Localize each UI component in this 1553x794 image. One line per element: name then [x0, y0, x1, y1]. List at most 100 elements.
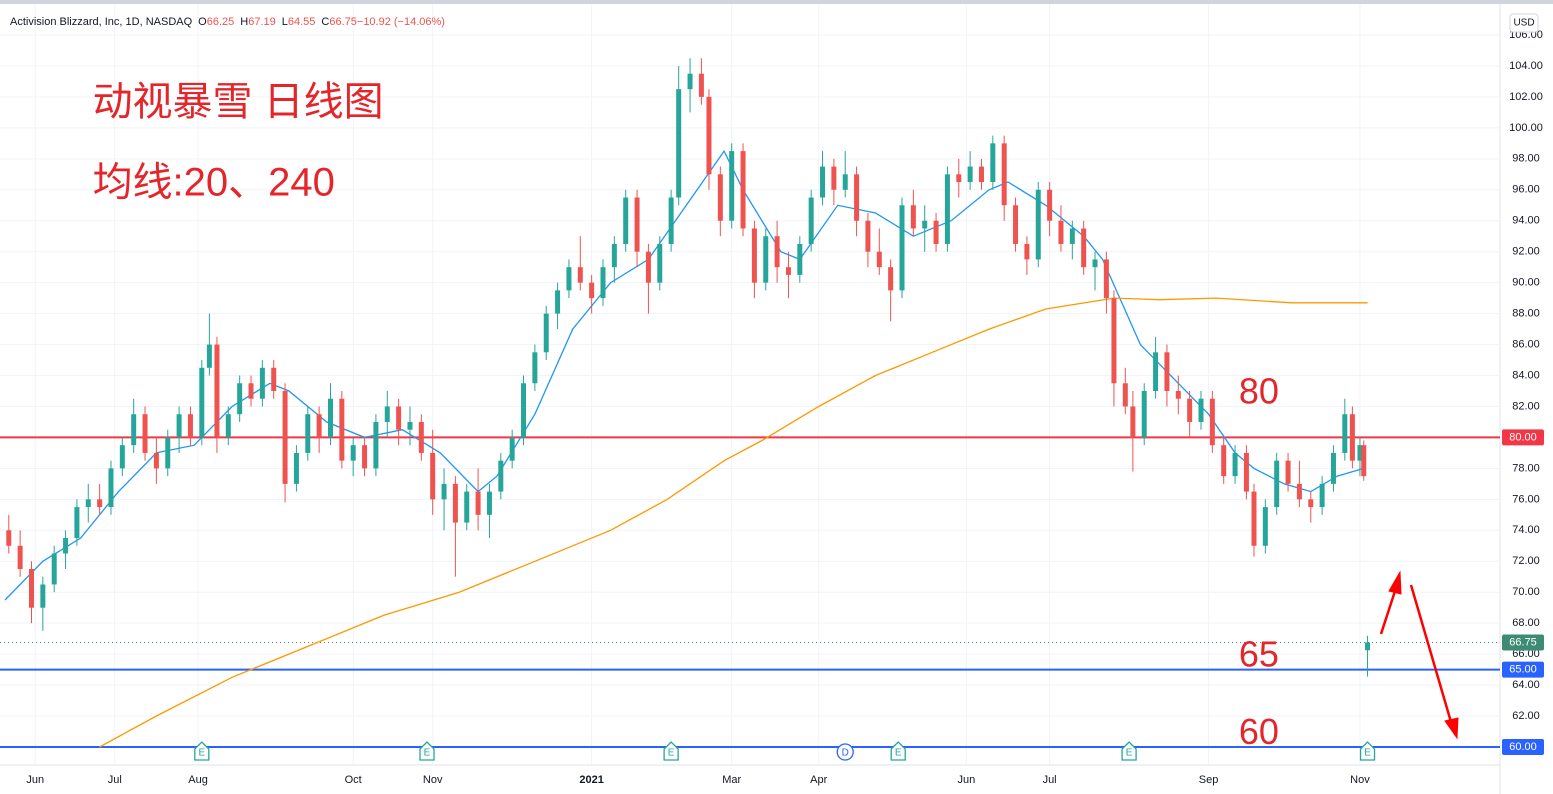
candle-body: [97, 499, 103, 508]
candle-body: [990, 143, 996, 183]
candle-body: [577, 267, 583, 283]
ohlc-value: 66.75: [329, 16, 357, 28]
ohlc-value: 64.55: [288, 16, 316, 28]
candle-body: [1274, 460, 1280, 508]
symbol: Activision Blizzard, Inc, 1D, NASDAQ: [10, 16, 193, 28]
annotation: 80: [1239, 371, 1279, 412]
event-label: E: [1364, 748, 1371, 759]
candle-body: [418, 421, 424, 453]
y-tick-label: 64.00: [1512, 679, 1540, 691]
x-tick-label: 2021: [579, 774, 603, 786]
candle-body: [1141, 391, 1147, 438]
arrow-head: [1388, 570, 1402, 595]
candle-body: [1342, 414, 1348, 453]
grid: [0, 4, 1500, 765]
candle-body: [876, 251, 882, 268]
candle-body: [131, 414, 137, 446]
annotation: 均线:20、240: [93, 161, 335, 205]
y-tick-label: 84.00: [1512, 369, 1540, 381]
candle-body: [820, 166, 826, 198]
candle-body: [176, 414, 182, 438]
event-label: E: [1126, 748, 1133, 759]
candle-body: [1361, 445, 1367, 477]
candle-body: [63, 538, 69, 554]
candle-body: [165, 437, 171, 469]
candle-body: [933, 220, 939, 244]
candle-body: [797, 243, 803, 275]
candle-body: [888, 267, 894, 291]
y-tick-label: 90.00: [1512, 277, 1540, 289]
event-label: E: [198, 748, 205, 759]
candle-body: [555, 290, 561, 314]
candle-body: [373, 421, 379, 469]
y-tick-label: 98.00: [1512, 153, 1540, 165]
x-tick-label: Jun: [26, 774, 44, 786]
y-tick-label: 102.00: [1509, 91, 1543, 103]
candle-body: [566, 267, 572, 291]
candle-body: [1130, 406, 1136, 438]
axes: 62.00 64.00 66.00 68.00 70.00 72.00 74.00 76.00…: [26, 29, 1544, 786]
candle-body: [611, 243, 617, 268]
annotation: 65: [1239, 634, 1279, 675]
candle-body: [774, 236, 780, 268]
candle-body: [199, 367, 205, 438]
candle-body: [1164, 352, 1170, 391]
candle-body: [396, 406, 402, 430]
candle-body: [1349, 414, 1355, 461]
candle-body: [441, 483, 447, 500]
candle-body: [657, 243, 663, 283]
candle-body: [153, 452, 159, 469]
candle-body: [1047, 189, 1053, 221]
candle-body: [668, 197, 674, 244]
candle-body: [6, 530, 12, 546]
candle-body: [956, 174, 962, 183]
candle-body: [521, 383, 527, 438]
y-tick-label: 72.00: [1512, 555, 1540, 567]
event-marker: [419, 741, 435, 761]
event-label: E: [424, 748, 431, 759]
x-tick-label: Jun: [957, 774, 975, 786]
candle-body: [384, 406, 390, 422]
x-tick-label: Mar: [722, 774, 741, 786]
candle-body: [85, 499, 91, 508]
x-tick-label: Aug: [188, 774, 208, 786]
candle-body: [1081, 228, 1087, 268]
candle-body: [1111, 298, 1117, 384]
candle-body: [1035, 189, 1041, 260]
event-label: D: [842, 748, 849, 759]
candle-body: [1209, 398, 1215, 446]
candle-body: [1357, 445, 1363, 461]
ohlc-value: 66.25: [207, 16, 235, 28]
arrows: [1379, 570, 1459, 740]
header: Activision Blizzard, Inc, 1D, NASDAQ O66.…: [10, 16, 445, 28]
ohlc-label: O: [198, 16, 207, 28]
event-marker: [890, 741, 906, 761]
y-tick-label: 94.00: [1512, 215, 1540, 227]
y-tick-label: 82.00: [1512, 400, 1540, 412]
price-label: 66.75: [1509, 636, 1537, 648]
candle-body: [1198, 398, 1204, 422]
candle-body: [1243, 452, 1249, 492]
x-tick-label: Sep: [1199, 774, 1219, 786]
candle-body: [1232, 452, 1238, 477]
candle-body: [293, 452, 299, 484]
candle-body: [225, 414, 231, 438]
ohlc-value: 67.19: [248, 16, 276, 28]
x-tick-label: Jul: [1043, 774, 1057, 786]
candle-body: [1024, 243, 1030, 260]
candle-body: [808, 197, 814, 244]
candle-body: [1187, 398, 1193, 422]
currency-box[interactable]: [1509, 13, 1539, 33]
candle-body: [1221, 445, 1227, 477]
price-label-box: [1502, 429, 1544, 446]
candle-body: [248, 383, 254, 399]
price-label: 80.00: [1509, 431, 1537, 443]
candle-body: [305, 414, 311, 453]
event-marker: [663, 741, 679, 761]
y-tick-label: 100.00: [1509, 122, 1543, 134]
candle-body: [17, 545, 23, 569]
x-tick-label: Apr: [810, 774, 827, 786]
candle-body: [187, 414, 193, 438]
candle-body: [498, 460, 504, 492]
